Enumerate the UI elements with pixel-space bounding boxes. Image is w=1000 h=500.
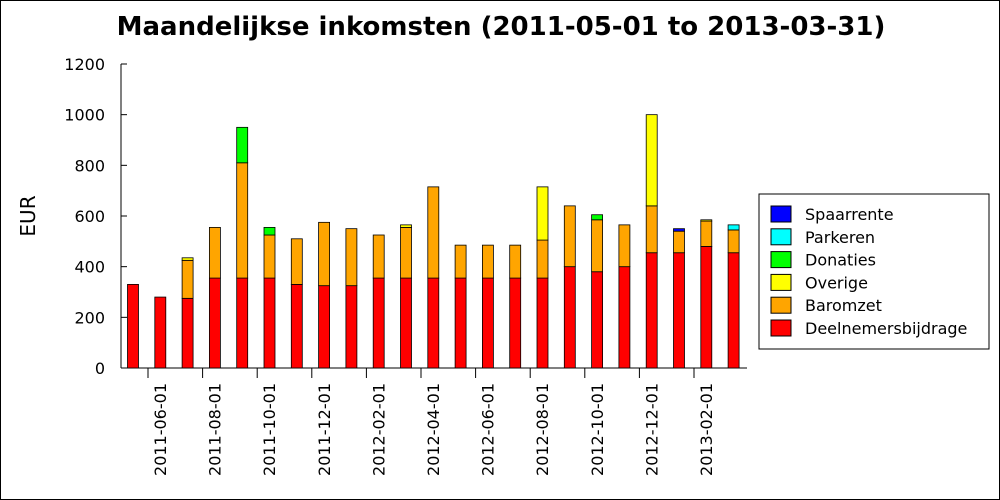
legend-swatch — [770, 319, 792, 337]
bar-segment — [427, 277, 440, 369]
bar-segment — [563, 266, 576, 369]
x-tick-label: 2011-12-01 — [315, 383, 334, 476]
bar-segment — [645, 252, 658, 369]
bar-segment — [372, 234, 385, 279]
x-tick-label: 2012-06-01 — [479, 383, 498, 476]
bar-segment — [727, 224, 740, 231]
bar-segment — [481, 277, 494, 369]
bar-segment — [427, 186, 440, 279]
bar-segment — [318, 285, 331, 369]
legend-swatch — [770, 205, 792, 223]
bar-segment — [263, 226, 276, 236]
y-tick-label: 1000 — [64, 106, 105, 125]
legend-label: Overige — [805, 273, 868, 292]
bar-segment — [591, 271, 603, 369]
bar-segment — [400, 224, 412, 228]
bar-segment — [236, 277, 249, 369]
bar-segment — [618, 224, 631, 268]
legend-label: Deelnemersbijdrage — [805, 319, 967, 338]
bar-segment — [700, 219, 713, 222]
legend-swatch — [770, 228, 792, 246]
x-tick-label: 2012-10-01 — [588, 383, 607, 476]
bar-segment — [400, 226, 412, 279]
bar-segment — [700, 245, 713, 369]
legend-label: Donaties — [805, 251, 876, 270]
bar-segment — [208, 226, 221, 279]
y-tick-label: 400 — [74, 258, 105, 277]
bar-segment — [645, 114, 658, 207]
bar-segment — [318, 221, 331, 287]
bar-segment — [727, 229, 740, 254]
bar-segment — [236, 162, 249, 279]
legend-swatch — [770, 251, 792, 269]
bar-segment — [618, 266, 631, 369]
bar-segment — [563, 205, 576, 268]
legend-label: Parkeren — [805, 228, 875, 247]
legend-swatch — [770, 273, 792, 291]
bar-segment — [181, 257, 194, 261]
bar-segment — [181, 297, 194, 369]
bar-segment — [372, 277, 385, 369]
x-tick-label: 2013-02-01 — [697, 383, 716, 476]
legend-swatch — [770, 296, 792, 314]
bar-segment — [727, 252, 740, 369]
bar-segment — [591, 214, 603, 221]
bar-segment — [454, 277, 467, 369]
bar-segment — [345, 228, 358, 287]
x-tick-label: 2012-12-01 — [642, 383, 661, 476]
bar-segment — [673, 252, 685, 369]
bar-segment — [154, 296, 167, 369]
x-tick-label: 2011-08-01 — [206, 383, 225, 476]
bar-segment — [263, 277, 276, 369]
bar-segment — [536, 186, 549, 241]
x-tick-label: 2012-08-01 — [533, 383, 552, 476]
bar-segment — [700, 220, 713, 247]
bar-segment — [127, 283, 139, 369]
bar-segment — [400, 277, 412, 369]
legend: Spaarrente Parkeren Donaties Overige Baromze… — [758, 193, 990, 350]
bar-segment — [673, 230, 685, 254]
y-axis-label: EUR — [16, 195, 40, 236]
bar-segment — [236, 126, 249, 164]
bar-segment — [290, 283, 303, 369]
bar-segment — [454, 244, 467, 279]
legend-label: Spaarrente — [805, 205, 894, 224]
x-tick-label: 2011-10-01 — [260, 383, 279, 476]
bar-segment — [509, 244, 522, 279]
y-tick-label: 1200 — [64, 55, 105, 74]
y-tick-label: 800 — [74, 156, 105, 175]
bar-segment — [536, 239, 549, 279]
bar-segment — [645, 205, 658, 254]
x-tick-label: 2011-06-01 — [151, 383, 170, 476]
plot-area: 0 200 400 600 800 1000 1200 2011-06-01 2011-08-0… — [64, 55, 747, 476]
legend-box — [758, 193, 990, 350]
bar-segment — [208, 277, 221, 369]
bar-segment — [481, 244, 494, 279]
x-tick-label: 2012-04-01 — [424, 383, 443, 476]
bar-segment — [345, 285, 358, 369]
y-tick-label: 200 — [74, 308, 105, 327]
bar-segment — [181, 259, 194, 299]
chart-title: Maandelijkse inkomsten (2011-05-01 to 20… — [117, 12, 886, 42]
y-tick-label: 600 — [74, 207, 105, 226]
bar-segment — [673, 228, 685, 232]
bar-segment — [263, 234, 276, 279]
bar-segment — [509, 277, 522, 369]
bar-segment — [536, 277, 549, 369]
bar-segment — [290, 238, 303, 285]
bar-segment — [591, 219, 603, 273]
y-tick-label: 0 — [95, 359, 105, 378]
legend-label: Baromzet — [805, 296, 882, 315]
x-tick-label: 2012-02-01 — [369, 383, 388, 476]
